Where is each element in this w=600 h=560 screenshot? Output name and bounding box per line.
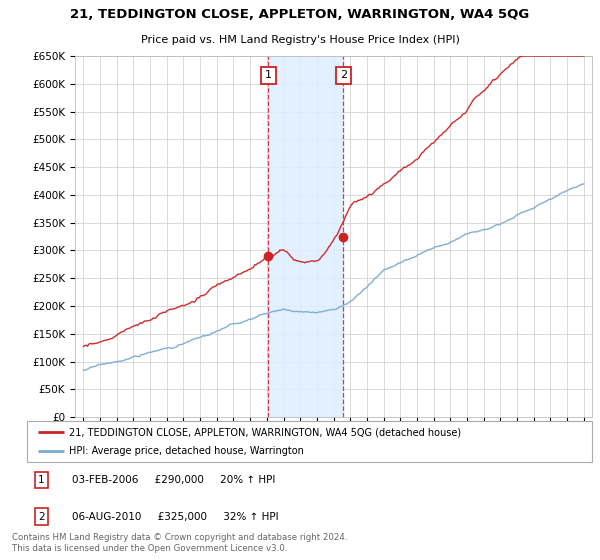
Text: 1: 1 [265, 71, 272, 81]
Text: HPI: Average price, detached house, Warrington: HPI: Average price, detached house, Warr… [70, 446, 304, 456]
Text: 21, TEDDINGTON CLOSE, APPLETON, WARRINGTON, WA4 5QG (detached house): 21, TEDDINGTON CLOSE, APPLETON, WARRINGT… [70, 427, 461, 437]
Text: 03-FEB-2006     £290,000     20% ↑ HPI: 03-FEB-2006 £290,000 20% ↑ HPI [72, 475, 275, 485]
FancyBboxPatch shape [27, 421, 592, 462]
Text: 1: 1 [38, 475, 44, 485]
Text: 06-AUG-2010     £325,000     32% ↑ HPI: 06-AUG-2010 £325,000 32% ↑ HPI [72, 512, 279, 521]
Text: Contains HM Land Registry data © Crown copyright and database right 2024.
This d: Contains HM Land Registry data © Crown c… [12, 533, 347, 553]
Text: Price paid vs. HM Land Registry's House Price Index (HPI): Price paid vs. HM Land Registry's House … [140, 35, 460, 45]
Text: 21, TEDDINGTON CLOSE, APPLETON, WARRINGTON, WA4 5QG: 21, TEDDINGTON CLOSE, APPLETON, WARRINGT… [70, 8, 530, 21]
Text: 2: 2 [340, 71, 347, 81]
Text: 2: 2 [38, 512, 44, 521]
Bar [268, 56, 343, 417]
